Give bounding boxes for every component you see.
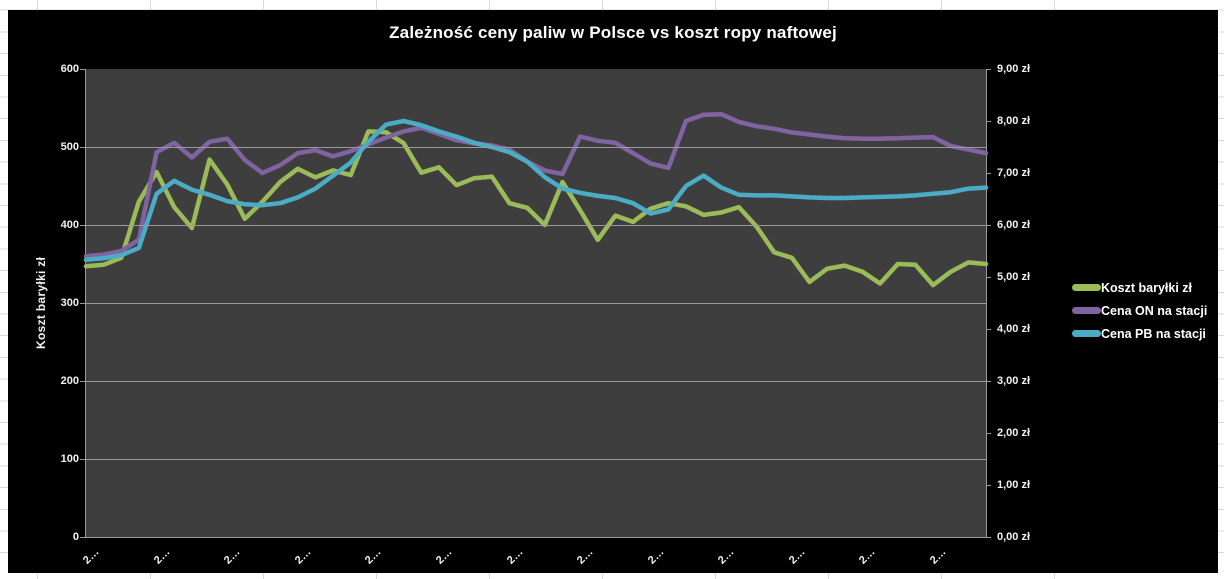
left-axis-tick [80, 459, 85, 460]
legend-label: Cena ON na stacji [1101, 303, 1208, 318]
series-plot-svg [83, 111, 989, 288]
legend-swatch-cena-pb [1072, 330, 1101, 337]
series-line-koszt-bary-ki-z-[interactable] [83, 129, 989, 288]
x-axis-tick-label: 2… [575, 546, 596, 567]
x-axis-tick-label: 2… [716, 546, 737, 567]
x-axis-tick-label: 2… [222, 546, 243, 567]
legend-swatch-cena-on [1072, 307, 1101, 314]
gridline [86, 303, 986, 304]
right-axis-tick-label: 4,00 zł [997, 323, 1031, 335]
x-axis-tick-label: 2… [151, 546, 173, 567]
right-axis-tick [986, 433, 991, 434]
left-axis-tick [80, 537, 85, 538]
gridline [86, 225, 986, 226]
left-axis-tick [80, 381, 85, 382]
left-axis-tick [80, 147, 85, 148]
right-axis-tick [986, 537, 991, 538]
x-axis-tick-label: 2… [433, 546, 455, 567]
chart-area[interactable]: Zależność ceny paliw w Polsce vs koszt r… [8, 10, 1218, 573]
x-axis-tick-label: 2… [292, 546, 314, 567]
legend-label: Koszt baryłki zł [1101, 280, 1192, 295]
right-axis-tick-label: 1,00 zł [997, 479, 1031, 491]
right-axis-tick [986, 121, 991, 122]
right-axis-tick [986, 381, 991, 382]
gridline [86, 381, 986, 382]
right-axis-tick-label: 3,00 zł [997, 375, 1031, 387]
right-axis-tick [986, 485, 991, 486]
legend-swatch-koszt-barylki [1072, 284, 1101, 291]
plot-area [83, 69, 989, 538]
left-axis-tick [80, 225, 85, 226]
x-axis-tick-label: 2… [857, 546, 878, 567]
legend-item-cena-pb[interactable]: Cena PB na stacji [1072, 322, 1207, 345]
left-axis-tick [80, 69, 85, 70]
x-axis-tick-label: 2… [927, 546, 949, 567]
right-axis-tick [986, 173, 991, 174]
left-axis-tick-label: 300 [60, 297, 79, 309]
series-line-cena-pb-na-stacji[interactable] [83, 118, 989, 263]
x-axis-tick-label: 2… [645, 546, 667, 567]
right-axis-tick [986, 225, 991, 226]
left-axis-tick-label: 600 [60, 63, 79, 75]
x-axis-tick-label: 2… [504, 546, 526, 567]
right-axis-tick-label: 7,00 zł [997, 167, 1031, 179]
x-axis-tick-label: 2… [80, 546, 102, 567]
left-axis-tick-label: 0 [72, 531, 79, 543]
right-axis-tick [986, 277, 991, 278]
x-axis-tick-label: 2… [786, 546, 808, 567]
right-axis-tick-label: 5,00 zł [997, 271, 1031, 283]
chart-title: Zależność ceny paliw w Polsce vs koszt r… [389, 23, 837, 42]
right-axis-tick [986, 69, 991, 70]
right-axis-tick-label: 2,00 zł [997, 427, 1031, 439]
left-axis-tick-label: 100 [60, 453, 79, 465]
series-line-cena-on-na-stacji[interactable] [83, 111, 989, 259]
gridline [86, 147, 986, 148]
gridline [86, 459, 986, 460]
right-axis-tick [986, 329, 991, 330]
x-axis-tick-label: 2… [363, 546, 384, 567]
left-axis-tick [80, 303, 85, 304]
legend-item-cena-on[interactable]: Cena ON na stacji [1072, 299, 1207, 322]
left-axis-tick-label: 500 [60, 141, 79, 153]
left-axis-tick-label: 400 [60, 219, 79, 231]
legend: Koszt baryłki zł Cena ON na stacji Cena … [1072, 276, 1207, 345]
right-axis-tick-label: 6,00 zł [997, 219, 1031, 231]
right-axis-tick-label: 8,00 zł [997, 115, 1031, 127]
legend-label: Cena PB na stacji [1101, 326, 1206, 341]
right-axis-tick-label: 9,00 zł [997, 63, 1031, 75]
left-axis-tick-label: 200 [60, 375, 79, 387]
right-axis-tick-label: 0,00 zł [997, 531, 1031, 543]
legend-item-koszt-barylki[interactable]: Koszt baryłki zł [1072, 276, 1207, 299]
